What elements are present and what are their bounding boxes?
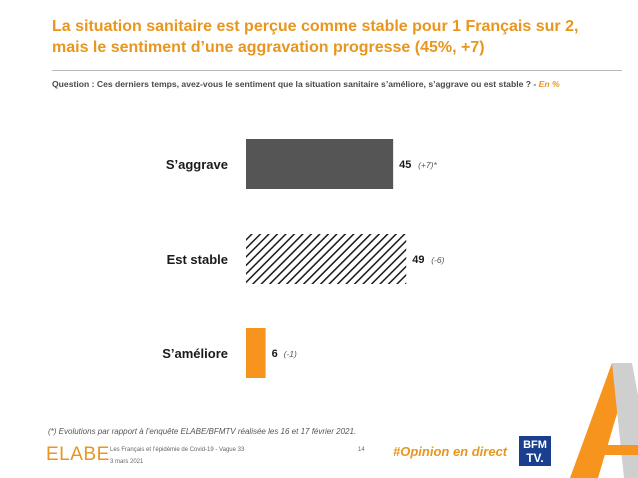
hashtag: #Opinion en direct [393,444,508,459]
elabe-decorative-shape [570,363,638,478]
category-label: Est stable [167,252,228,267]
bar-chart: S’aggrave 45 (+7)* Est stable 49 (-6) S’amélio… [162,139,445,378]
bar [246,234,407,284]
bfmtv-logo: BFM TV. [519,436,551,466]
value-label: 45 [399,159,411,171]
title-divider [52,70,622,71]
category-label: S’aggrave [166,157,228,172]
bar [246,328,266,378]
evolution-label: (-1) [284,349,297,359]
elabe-logo: ELABE [46,444,110,465]
page-title: La situation sanitaire est perçue comme … [52,18,579,56]
study-date: 3 mars 2021 [110,459,144,465]
value-label: 49 [412,254,424,266]
evolution-label: (-6) [431,255,444,265]
question-label: Question : Ces derniers temps, avez-vous… [52,79,537,89]
bfm-logo-bottom: TV. [526,451,544,465]
study-name: Les Français et l’épidémie de Covid-19 -… [110,447,245,453]
bar [246,139,394,189]
bfm-logo-top: BFM [523,439,547,451]
question-text: Question : Ces derniers temps, avez-vous… [52,79,632,89]
value-label: 6 [272,348,278,360]
evolution-label: (+7)* [418,160,437,170]
question-unit: En % [538,79,560,89]
category-label: S’améliore [162,346,228,361]
footnote: (*) Evolutions par rapport à l’enquête E… [48,427,357,436]
page-number: 14 [358,447,365,453]
